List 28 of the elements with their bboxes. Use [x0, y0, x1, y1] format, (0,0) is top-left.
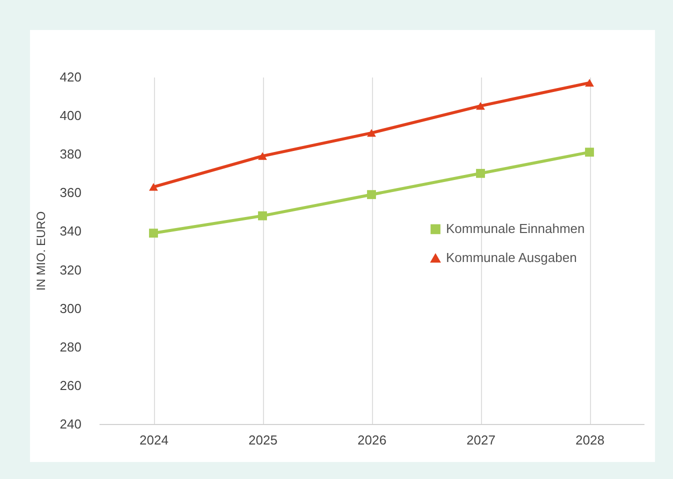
y-tick-label: 320 — [60, 262, 82, 278]
point — [149, 228, 158, 238]
y-tick-label: 360 — [60, 185, 82, 200]
point — [149, 183, 158, 191]
x-tick-label: 2025 — [248, 432, 278, 448]
legend-label: Kommunale Ausgaben — [446, 250, 577, 266]
x-tick-label: 2024 — [140, 432, 168, 448]
legend-label: Kommunale Einnahmen — [446, 221, 585, 236]
y-tick-label: 380 — [60, 146, 82, 162]
point — [476, 168, 485, 178]
y-tick-label: 280 — [60, 339, 82, 354]
y-tick-label: 300 — [60, 300, 82, 316]
y-tick-label: 400 — [60, 108, 82, 124]
y-tick-label: 240 — [60, 416, 82, 432]
y-tick-label: 420 — [60, 70, 82, 84]
point — [258, 152, 267, 160]
point — [258, 211, 267, 220]
y-tick-label: 260 — [60, 378, 82, 393]
point — [476, 102, 485, 110]
point — [585, 148, 594, 157]
point — [367, 129, 376, 137]
x-tick-label: 2028 — [576, 432, 604, 448]
x-tick-label: 2026 — [358, 432, 386, 448]
y-tick-label: 340 — [60, 224, 82, 239]
y-axis-title: IN MIO. EURO — [34, 211, 48, 291]
point — [367, 190, 376, 200]
x-tick-label: 2027 — [466, 432, 496, 448]
point — [585, 78, 594, 87]
